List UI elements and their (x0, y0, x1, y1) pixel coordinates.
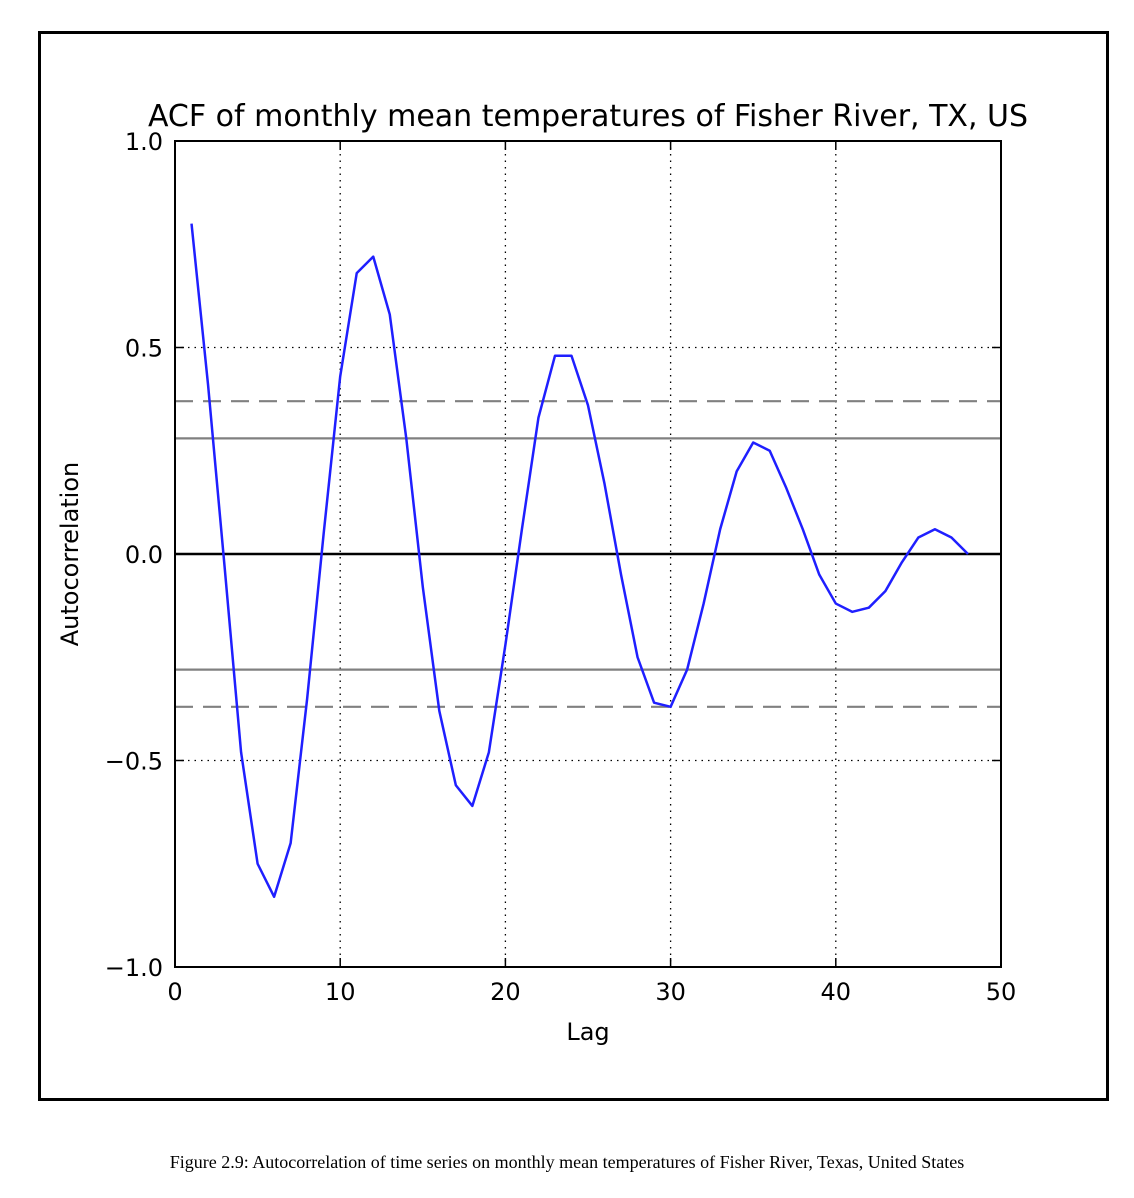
x-tick-label: 40 (821, 978, 852, 1006)
x-tick-label: 10 (325, 978, 356, 1006)
y-tick-label: 1.0 (125, 128, 163, 156)
x-axis-label: Lag (566, 1018, 609, 1046)
x-tick-label: 0 (167, 978, 182, 1006)
x-tick-label: 50 (986, 978, 1017, 1006)
figure-frame (38, 31, 1109, 1101)
reference-lines (175, 400, 1001, 708)
y-tick-label: 0.5 (125, 335, 163, 363)
series-layer (190, 223, 969, 899)
acf-chart: ACF of monthly mean temperatures of Fish… (56, 99, 1028, 1046)
chart-title: ACF of monthly mean temperatures of Fish… (148, 99, 1028, 134)
y-tick-label: −0.5 (105, 748, 163, 776)
y-axis-label: Autocorrelation (56, 462, 84, 647)
y-axis-ticks: −1.0 −0.5 0.0 0.5 1.0 (105, 128, 1001, 982)
x-axis-ticks: 0 10 20 30 40 50 (167, 141, 1016, 1006)
x-tick-label: 20 (490, 978, 521, 1006)
acf-series-line (190, 223, 969, 899)
y-tick-label: 0.0 (125, 541, 163, 569)
y-tick-label: −1.0 (105, 954, 163, 982)
grid-lines (175, 141, 1001, 967)
x-tick-label: 30 (655, 978, 686, 1006)
figure-caption: Figure 2.9: Autocorrelation of time seri… (169, 1152, 965, 1172)
